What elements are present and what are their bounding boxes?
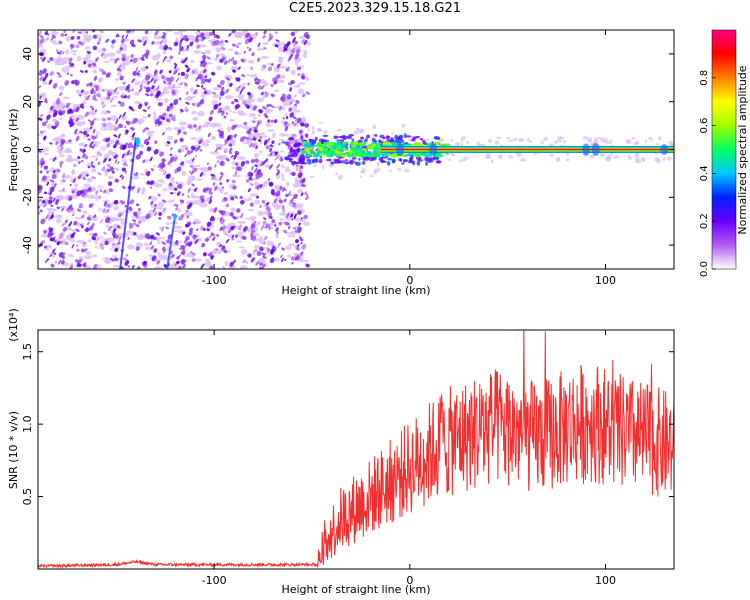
snr-xtick-label: -100 xyxy=(202,574,227,587)
spectrogram-panel: -100 0 100 -40 -20 0 20 40 Height of straight l… xyxy=(7,29,675,297)
snr-scale-label: (x10⁴) xyxy=(7,308,20,342)
spectrogram-ticks: -100 0 100 -40 -20 0 20 40 xyxy=(21,30,674,287)
spectrogram-ylabel: Frequency (Hz) xyxy=(7,109,20,192)
snr-ytick-label: 0.5 xyxy=(21,488,34,506)
snr-panel: -100 0 100 0.5 1.0 1.5 Height of straight lin… xyxy=(7,308,675,596)
snr-series-line xyxy=(38,330,674,569)
colorbar-ticks: 0.0 0.2 0.4 0.6 0.8 xyxy=(699,70,716,277)
colorbar-frame xyxy=(711,29,737,270)
snr-xtick-label: 0 xyxy=(406,574,413,587)
spectrogram-ytick-label: -20 xyxy=(21,188,34,206)
colorbar-tick-label: 0.2 xyxy=(699,213,710,229)
colorbar-gradient xyxy=(712,30,736,269)
chart-title: C2E5.2023.329.15.18.G21 xyxy=(288,1,462,16)
snr-xlabel: Height of straight line (km) xyxy=(281,583,430,596)
snr-ytick-label: 1.5 xyxy=(21,343,34,361)
spectrogram-xtick-label: 100 xyxy=(595,274,616,287)
snr-ytick-label: 1.0 xyxy=(21,415,34,433)
spectrogram-ytick-label: -40 xyxy=(21,236,34,254)
spectrogram-ytick-label: 40 xyxy=(21,47,34,61)
snr-frame xyxy=(37,329,675,570)
spectrogram-ytick-label: 0 xyxy=(21,146,34,153)
spectrogram-xtick-label: -100 xyxy=(202,274,227,287)
colorbar-tick-label: 0.4 xyxy=(699,165,710,181)
colorbar: 0.0 0.2 0.4 0.6 0.8 Normalized spectral ampl… xyxy=(699,29,749,277)
colorbar-tick-label: 0.6 xyxy=(699,118,710,134)
colorbar-tick-label: 0.0 xyxy=(699,261,710,277)
snr-ylabel: SNR (10 * v/v) xyxy=(7,411,20,489)
colorbar-label: Normalized spectral amplitude xyxy=(736,65,749,234)
spectrogram-xlabel: Height of straight line (km) xyxy=(281,284,430,297)
colorbar-tick-label: 0.8 xyxy=(699,70,710,86)
spectrogram-xtick-label: 0 xyxy=(406,274,413,287)
spectrogram-ytick-label: 20 xyxy=(21,95,34,109)
snr-xtick-label: 100 xyxy=(595,574,616,587)
snr-ticks: -100 0 100 0.5 1.0 1.5 xyxy=(21,330,674,587)
spectrogram-image xyxy=(38,30,674,269)
